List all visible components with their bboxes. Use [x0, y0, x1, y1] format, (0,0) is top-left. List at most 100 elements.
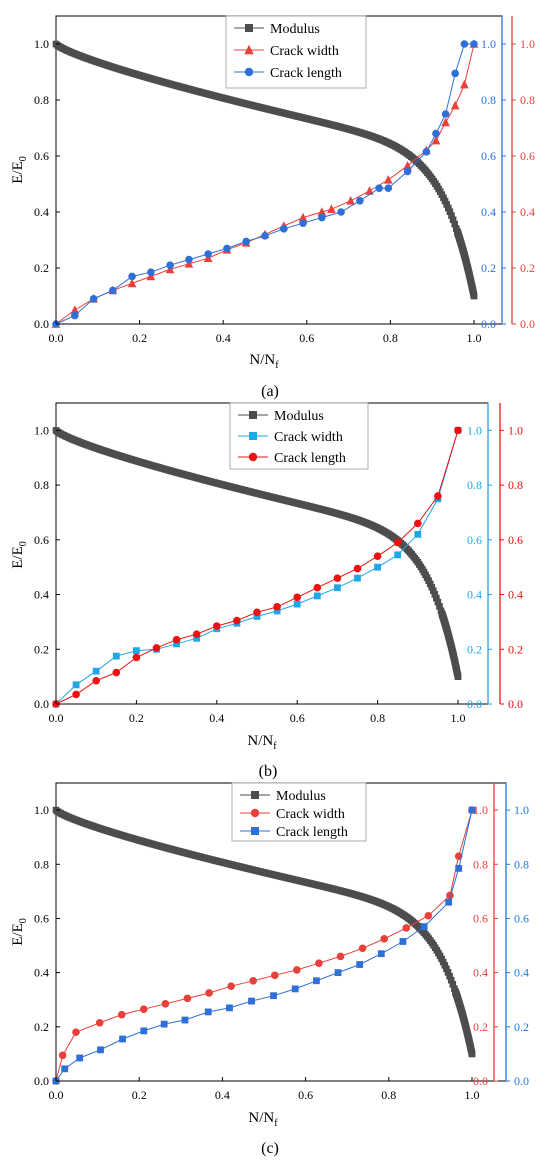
data-point	[193, 634, 201, 642]
data-point	[227, 982, 235, 990]
modulus-point	[444, 204, 452, 212]
data-point	[270, 992, 277, 1000]
modulus-point	[429, 587, 437, 594]
data-point	[470, 40, 478, 48]
data-point	[460, 79, 469, 89]
y-axis-title: E/E0	[10, 918, 29, 946]
data-point	[468, 806, 476, 814]
x-tick-label: 0.8	[383, 331, 398, 345]
data-point	[112, 668, 121, 677]
axes-layer: 0.00.20.40.60.81.00.0 0.2 0.4 0.6 0.8 1.00.00…	[34, 16, 535, 345]
y-axis-title: E/E0	[10, 156, 29, 184]
data-point	[403, 167, 412, 176]
modulus-point	[428, 583, 436, 591]
data-point	[432, 129, 440, 138]
right-axis-tick-label: 0.2	[514, 1020, 529, 1034]
legend: Modulus Crack width Crack length	[231, 782, 367, 842]
data-point	[414, 530, 422, 538]
data-point	[318, 213, 326, 222]
panel-label: (c)	[261, 1140, 279, 1157]
right-axis-tick-label: 0.8	[481, 93, 496, 107]
data-point	[403, 161, 412, 170]
data-point	[402, 924, 411, 932]
right-axis-tick-label: 0.8	[473, 857, 488, 871]
y-tick-label: 0.6	[34, 149, 49, 163]
data-point	[354, 574, 361, 582]
data-point	[72, 690, 80, 699]
data-point	[152, 644, 161, 652]
data-point	[132, 653, 141, 662]
data-point	[334, 584, 341, 592]
right-axis-tick-label: 0.2	[481, 261, 496, 275]
series-line	[55, 430, 459, 705]
data-point	[333, 574, 342, 582]
data-point	[181, 1016, 189, 1024]
data-point	[89, 295, 98, 303]
data-point	[394, 551, 402, 559]
legend-label: Modulus	[270, 22, 320, 37]
data-point	[72, 681, 80, 689]
data-point	[446, 891, 454, 900]
x-tick-label: 1.0	[451, 711, 466, 725]
y-tick-label: 0.6	[34, 533, 49, 547]
data-point	[250, 808, 260, 818]
data-point	[373, 552, 382, 561]
data-point	[380, 934, 389, 943]
modulus-point	[433, 594, 440, 602]
x-tick-label: 0.8	[381, 1088, 396, 1102]
data-point	[95, 1018, 104, 1027]
data-point	[356, 961, 364, 968]
data-point	[315, 959, 323, 967]
data-point	[76, 1054, 84, 1062]
right-axis-tick-label: 0.6	[473, 911, 488, 925]
x-tick-label: 1.0	[465, 1088, 480, 1102]
data-point	[293, 593, 302, 602]
y-tick-label: 0.0	[34, 1074, 49, 1088]
data-point	[109, 286, 117, 295]
x-tick-label: 0.6	[298, 1088, 313, 1102]
data-point	[375, 184, 383, 192]
y-tick-label: 1.0	[34, 803, 49, 817]
data-point	[434, 492, 442, 500]
data-point	[299, 219, 307, 227]
data-point	[172, 635, 181, 644]
data-point	[128, 272, 136, 281]
right-axis-tick-label: 0.2	[520, 261, 535, 275]
data-point	[374, 563, 381, 571]
legend-label: Modulus	[276, 789, 326, 804]
right-axis-tick-label: 0.6	[520, 149, 535, 163]
x-tick-label: 0.0	[49, 1088, 64, 1102]
legend-label: Crack length	[270, 66, 342, 81]
x-tick-label: 0.4	[209, 711, 224, 725]
data-point	[414, 519, 422, 528]
right-axis-tick-label: 0.4	[473, 966, 488, 980]
series-line	[55, 430, 459, 705]
data-point	[441, 110, 450, 118]
data-point	[97, 1046, 104, 1054]
x-axis-title: N/Nf	[249, 352, 279, 371]
x-axis-title: N/Nf	[247, 733, 277, 752]
data-point	[293, 600, 301, 608]
marks-layer	[52, 426, 462, 708]
right-axis-tick-label: 1.0	[467, 423, 482, 437]
data-point	[233, 616, 241, 625]
y-tick-label: 0.8	[34, 478, 49, 492]
data-point	[249, 976, 257, 985]
modulus-series	[52, 806, 476, 1058]
x-axis-title: N/Nf	[248, 1110, 278, 1129]
modulus-point	[449, 216, 457, 224]
data-point	[346, 196, 355, 205]
data-point	[251, 827, 259, 835]
data-point	[393, 538, 402, 547]
data-point	[205, 989, 213, 997]
modulus-point	[454, 673, 462, 680]
legend-label: Crack width	[276, 807, 345, 822]
data-point	[173, 640, 180, 648]
data-point	[70, 305, 80, 314]
data-point	[280, 225, 288, 233]
data-point	[117, 1010, 126, 1019]
data-point	[112, 652, 120, 660]
data-point	[253, 608, 261, 617]
data-point	[204, 1008, 212, 1016]
